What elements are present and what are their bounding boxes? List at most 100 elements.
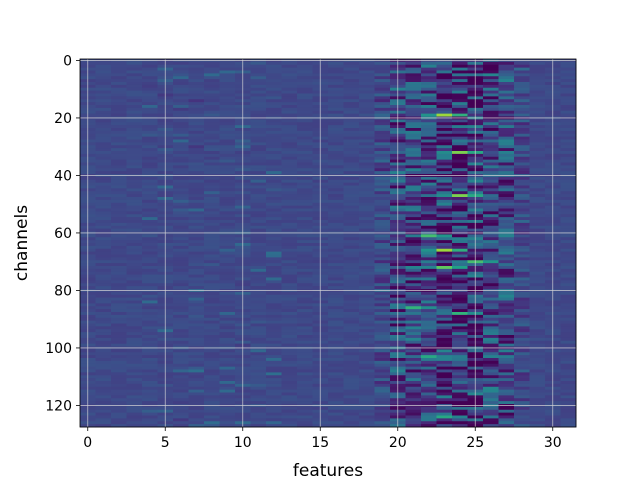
heatmap-cell xyxy=(111,191,127,195)
heatmap-cell xyxy=(297,386,313,391)
heatmap-cell xyxy=(204,176,220,181)
heatmap-cell xyxy=(204,312,220,316)
heatmap-cell xyxy=(514,268,530,273)
heatmap-cell xyxy=(266,168,282,172)
heatmap-cell xyxy=(111,96,127,100)
heatmap-cell xyxy=(188,320,205,324)
heatmap-cell xyxy=(219,312,236,316)
heatmap-cell xyxy=(188,323,205,327)
heatmap-cell xyxy=(514,277,530,281)
heatmap-cell xyxy=(328,398,344,402)
heatmap-cell xyxy=(204,340,220,345)
heatmap-cell xyxy=(498,228,515,232)
heatmap-cell xyxy=(126,165,143,169)
heatmap-cell xyxy=(297,254,313,258)
heatmap-cell xyxy=(142,139,158,143)
heatmap-cell xyxy=(483,130,499,135)
heatmap-cell xyxy=(359,194,375,198)
heatmap-cell xyxy=(204,306,220,310)
heatmap-cell xyxy=(219,383,236,388)
heatmap-cell xyxy=(111,151,127,155)
heatmap-cell xyxy=(374,409,391,414)
heatmap-cell xyxy=(219,335,236,339)
heatmap-cell xyxy=(250,197,267,201)
heatmap-cell xyxy=(514,401,530,405)
heatmap-cell xyxy=(359,205,375,209)
heatmap-cell xyxy=(126,73,143,77)
heatmap-cell xyxy=(266,401,282,405)
heatmap-cell xyxy=(452,352,468,356)
heatmap-cell xyxy=(266,329,282,333)
heatmap-cell xyxy=(142,389,158,393)
heatmap-cell xyxy=(452,61,468,66)
heatmap-cell xyxy=(529,283,546,287)
heatmap-cell xyxy=(126,119,143,123)
heatmap-cell xyxy=(359,406,375,411)
heatmap-cell xyxy=(219,395,236,399)
heatmap-cell xyxy=(219,225,236,230)
heatmap-cell xyxy=(343,274,360,278)
heatmap-cell xyxy=(111,67,127,71)
heatmap-cell xyxy=(560,300,577,304)
heatmap-cell xyxy=(405,110,422,115)
heatmap-cell xyxy=(436,381,453,385)
heatmap-cell xyxy=(452,392,468,396)
heatmap-cell xyxy=(514,355,530,359)
heatmap-cell xyxy=(297,217,313,221)
heatmap-cell xyxy=(498,76,515,80)
heatmap-cell xyxy=(328,263,344,267)
heatmap-cell xyxy=(359,211,375,215)
heatmap-cell xyxy=(297,156,313,161)
heatmap-cell xyxy=(498,82,515,86)
heatmap-cell xyxy=(126,309,143,313)
heatmap-cell xyxy=(560,142,577,146)
heatmap-cell xyxy=(219,182,236,186)
heatmap-cell xyxy=(452,153,468,158)
heatmap-cell xyxy=(405,136,422,140)
heatmap-cell xyxy=(452,188,468,192)
heatmap-cell xyxy=(374,148,391,152)
heatmap-cell xyxy=(498,340,515,345)
heatmap-cell xyxy=(281,237,298,241)
heatmap-cell xyxy=(281,326,298,330)
heatmap-cell xyxy=(173,421,189,425)
heatmap-cell xyxy=(529,145,546,149)
heatmap-cell xyxy=(421,372,437,376)
heatmap-cell xyxy=(297,225,313,230)
heatmap-cell xyxy=(281,168,298,172)
heatmap-cell xyxy=(173,220,189,224)
heatmap-cell xyxy=(281,128,298,132)
heatmap-cell xyxy=(126,366,143,370)
heatmap-cell xyxy=(514,366,530,370)
heatmap-cell xyxy=(436,234,453,238)
heatmap-cell xyxy=(95,168,112,172)
heatmap-cell xyxy=(529,245,546,250)
heatmap-cell xyxy=(343,142,360,146)
heatmap-cell xyxy=(405,145,422,149)
heatmap-cell xyxy=(111,90,127,94)
heatmap-cell xyxy=(297,337,313,342)
heatmap-cell xyxy=(219,87,236,92)
heatmap-cell xyxy=(219,159,236,163)
heatmap-cell xyxy=(266,214,282,218)
heatmap-cell xyxy=(405,358,422,362)
heatmap-cell xyxy=(111,329,127,333)
heatmap-cell xyxy=(343,369,360,373)
heatmap-cell xyxy=(126,251,143,255)
heatmap-cell xyxy=(126,297,143,301)
heatmap-cell xyxy=(142,317,158,322)
y-tick-label: 0 xyxy=(63,53,72,69)
heatmap-cell xyxy=(250,381,267,385)
heatmap-cell xyxy=(266,225,282,230)
heatmap-cell xyxy=(514,398,530,402)
heatmap-cell xyxy=(343,136,360,140)
heatmap-cell xyxy=(250,245,267,250)
heatmap-cell xyxy=(126,386,143,391)
heatmap-cell xyxy=(297,240,313,244)
heatmap-cell xyxy=(421,349,437,353)
heatmap-cell xyxy=(483,309,499,313)
heatmap-cell xyxy=(188,156,205,161)
heatmap-cell xyxy=(188,105,205,109)
heatmap-cell xyxy=(436,73,453,77)
heatmap-cell xyxy=(250,162,267,166)
